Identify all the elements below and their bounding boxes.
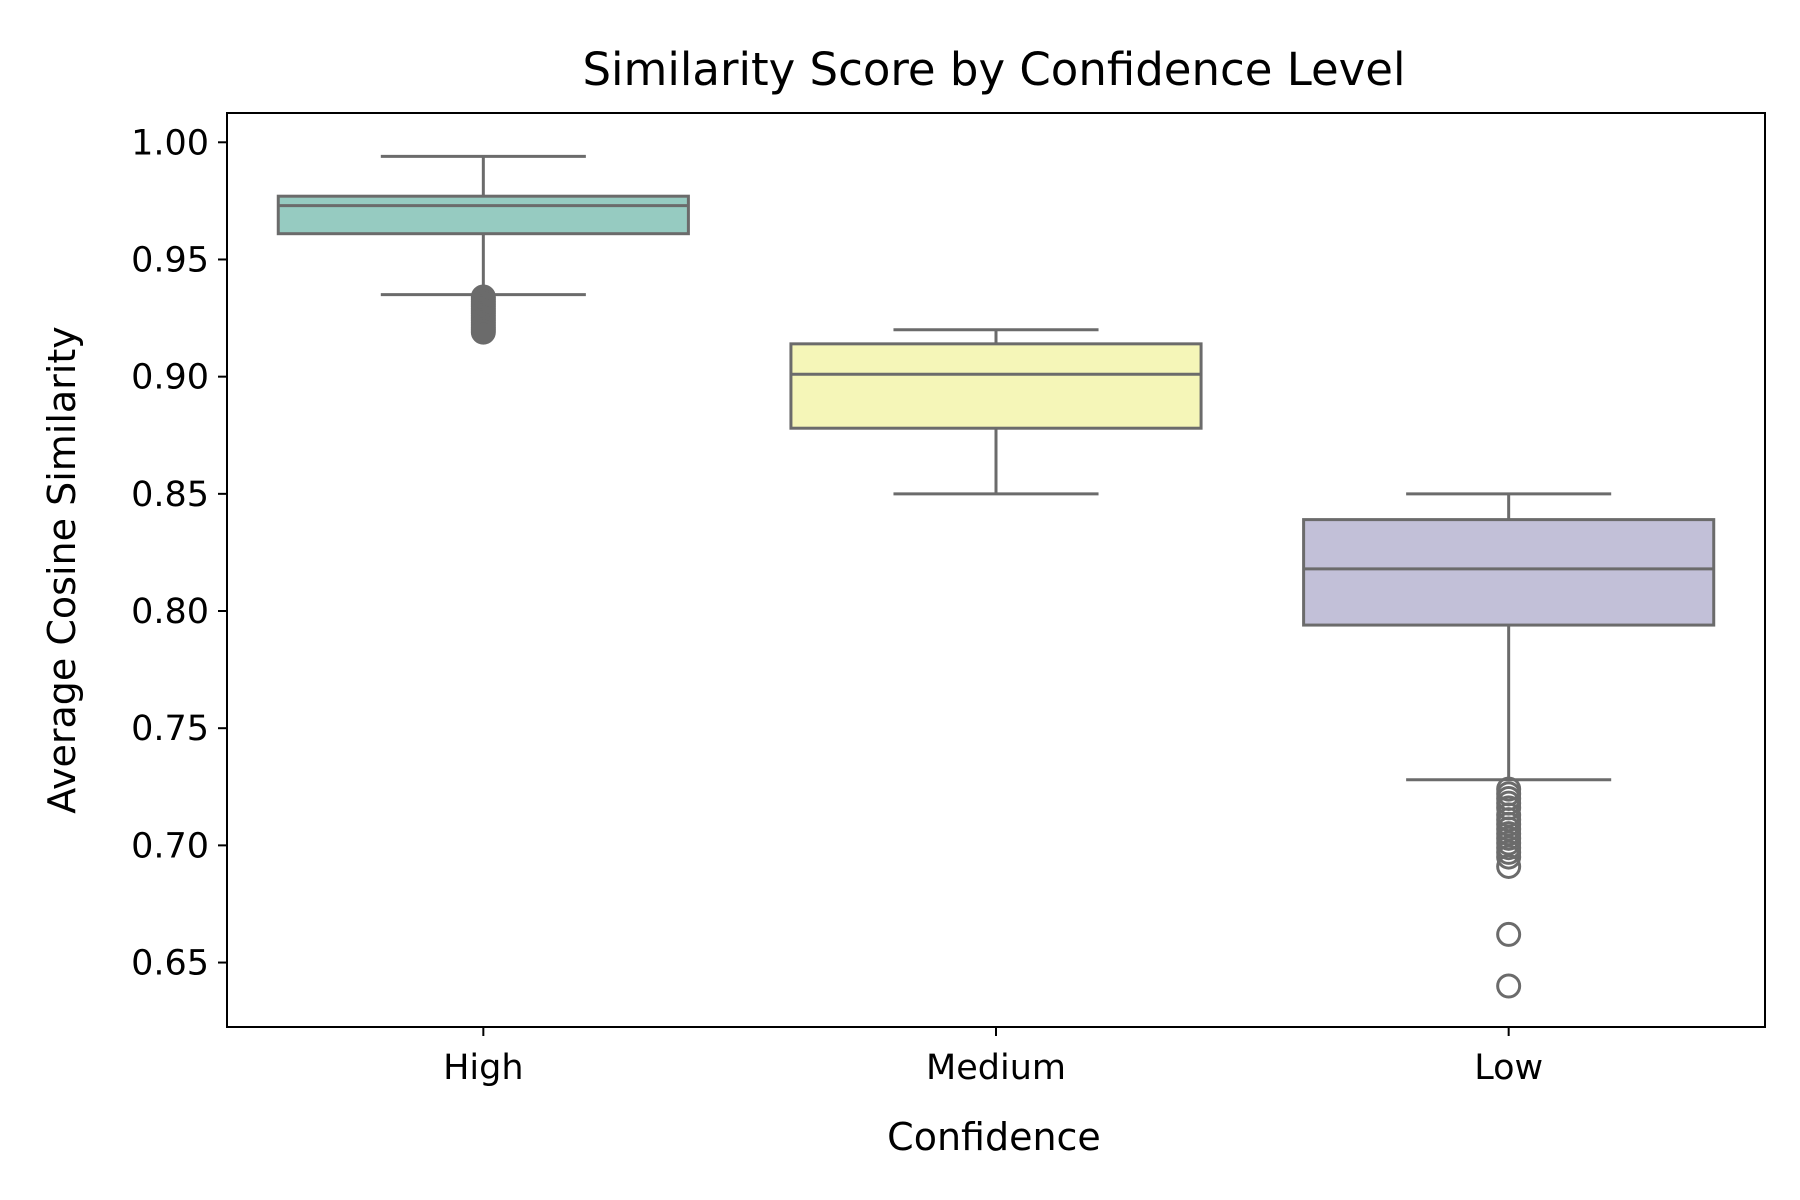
outlier-low (1496, 921, 1522, 947)
x-tick-label: Medium (926, 1048, 1066, 1088)
outlier-low (1496, 844, 1522, 870)
outlier-high (470, 319, 496, 345)
x-tick-label: Low (1474, 1048, 1543, 1088)
y-tick-label: 0.85 (131, 475, 209, 515)
plot-area (276, 154, 1716, 999)
y-tick-label: 0.70 (131, 826, 209, 866)
box-medium (789, 342, 1203, 430)
outlier-low (1496, 853, 1522, 879)
y-axis-title: Average Cosine Similarity (40, 326, 84, 813)
x-tick-label: High (443, 1048, 523, 1088)
box-group-high (276, 154, 690, 345)
x-axis-title: Confidence (887, 1115, 1101, 1159)
chart-title: Similarity Score by Confidence Level (582, 43, 1405, 96)
y-tick-label: 0.90 (131, 358, 209, 398)
y-tick-label: 0.80 (131, 592, 209, 632)
y-tick-label: 1.00 (131, 123, 209, 163)
outlier-low (1496, 973, 1522, 999)
box-group-low (1302, 492, 1716, 999)
box-high (276, 194, 690, 236)
box-group-medium (789, 328, 1203, 496)
y-tick-label: 0.65 (131, 944, 209, 984)
y-tick-label: 0.95 (131, 240, 209, 280)
box-low (1302, 518, 1716, 627)
x-axis: High Medium Low (443, 1027, 1543, 1088)
y-axis: 0.65 0.70 0.75 0.80 0.85 0.90 0.95 1.00 (131, 123, 227, 984)
y-tick-label: 0.75 (131, 709, 209, 749)
